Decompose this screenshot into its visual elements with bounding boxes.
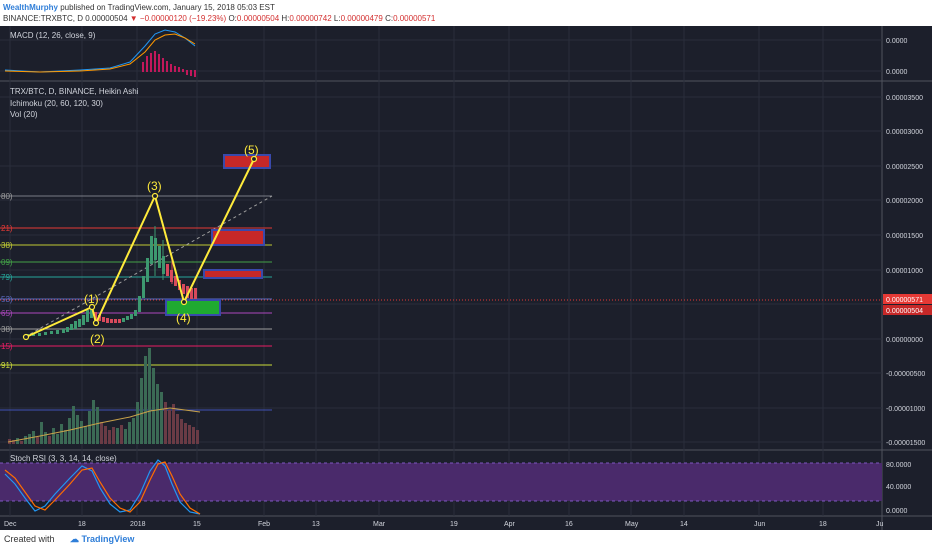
low-value: 0.00000479 bbox=[340, 14, 383, 23]
fib-label: 15) bbox=[1, 342, 13, 351]
fib-label: 38) bbox=[1, 241, 13, 250]
price-axis: 0.0000 0.0000 0.00003500 0.00003000 0.00… bbox=[886, 38, 925, 515]
macd-axis-label: 0.0000 bbox=[886, 38, 908, 45]
fib-label: 38) bbox=[1, 325, 13, 334]
price-tag-open-text: 0.00000504 bbox=[886, 308, 923, 315]
cloud-icon: ☁ bbox=[70, 534, 79, 544]
price-axis-label: -0.00000500 bbox=[886, 371, 925, 378]
published-text: published on TradingView.com, January 15… bbox=[60, 3, 275, 12]
fib-label: 79) bbox=[1, 273, 13, 282]
vertical-grid bbox=[9, 26, 824, 516]
high-label: H: bbox=[281, 14, 290, 23]
stoch-band bbox=[0, 463, 882, 501]
time-label: 2018 bbox=[130, 521, 146, 528]
time-axis: Dec 18 2018 15 Feb 13 Mar 19 Apr 16 May … bbox=[4, 521, 884, 528]
ohlc-line: BINANCE:TRXBTC, D 0.00000504 ▼ −0.000001… bbox=[3, 13, 435, 24]
price-axis-label: -0.00001500 bbox=[886, 440, 925, 447]
time-label: May bbox=[625, 521, 639, 528]
wave-points bbox=[22, 155, 258, 341]
wave-labels: (1) (2) (3) (4) (5) bbox=[84, 143, 259, 346]
brand-label: TradingView bbox=[81, 534, 135, 544]
time-label: 18 bbox=[819, 521, 827, 528]
open-value: 0.00000504 bbox=[85, 14, 128, 23]
price-axis-label: 0.00001000 bbox=[886, 268, 923, 275]
close-label: C: bbox=[385, 14, 394, 23]
stoch-k-line bbox=[4, 459, 201, 515]
time-label: Ju bbox=[876, 521, 884, 528]
target-box-lower bbox=[203, 269, 263, 279]
chart-area[interactable]: 80) 21) 38) 09) 79) 53) 65) 38) 15) 91) bbox=[0, 26, 932, 530]
time-label: 19 bbox=[450, 521, 458, 528]
chart-background bbox=[0, 26, 932, 530]
price-axis-label: 0.00002500 bbox=[886, 164, 923, 171]
price-axis-label: -0.00001000 bbox=[886, 406, 925, 413]
price-axis-label: 0.00001500 bbox=[886, 233, 923, 240]
price-axis-label: 0.00002000 bbox=[886, 198, 923, 205]
chart-header: WealthMurphy published on TradingView.co… bbox=[0, 0, 932, 26]
fib-label: 80) bbox=[1, 192, 13, 201]
fib-label: 09) bbox=[1, 258, 13, 267]
wave-label-3: (3) bbox=[147, 179, 162, 193]
fib-label: 65) bbox=[1, 309, 13, 318]
created-with-label: Created with bbox=[4, 534, 55, 544]
time-label: 13 bbox=[312, 521, 320, 528]
wave-label-2: (2) bbox=[90, 332, 105, 346]
time-label: Jun bbox=[754, 521, 765, 528]
elliott-wave-line bbox=[25, 158, 255, 338]
price-axis-label: 0.00000000 bbox=[886, 337, 923, 344]
close-value: 0.00000571 bbox=[393, 14, 436, 23]
price-tag-last-text: 0.00000571 bbox=[886, 297, 923, 304]
macd-label: MACD (12, 26, close, 9) bbox=[10, 31, 96, 40]
time-label: 16 bbox=[565, 521, 573, 528]
fib-label: 21) bbox=[1, 224, 13, 233]
fib-label: 91) bbox=[1, 361, 13, 370]
price-tag-last bbox=[883, 294, 932, 304]
time-label: Dec bbox=[4, 521, 17, 528]
wave-label-1: (1) bbox=[84, 292, 99, 306]
stoch-d-line bbox=[4, 461, 201, 515]
symbol-label: BINANCE:TRXBTC, D bbox=[3, 14, 84, 23]
stoch-axis-label: 80.0000 bbox=[886, 462, 911, 469]
price-tag-open bbox=[883, 305, 932, 315]
footer: Created with ☁ TradingView bbox=[0, 530, 932, 550]
price-axis-label: 0.00003000 bbox=[886, 129, 923, 136]
tradingview-logo-link[interactable]: ☁ TradingView bbox=[70, 534, 134, 545]
main-label-volume: Vol (20) bbox=[10, 110, 38, 119]
main-label-symbol: TRX/BTC, D, BINANCE, Heikin Ashi bbox=[10, 87, 139, 96]
macd-pane bbox=[4, 29, 196, 77]
publish-line: WealthMurphy published on TradingView.co… bbox=[3, 2, 275, 13]
heikin-ashi-candles bbox=[26, 226, 197, 337]
support-box bbox=[165, 299, 221, 316]
volume-bars bbox=[7, 348, 201, 444]
chart-svg[interactable]: 80) 21) 38) 09) 79) 53) 65) 38) 15) 91) bbox=[0, 26, 932, 530]
low-label: L: bbox=[333, 14, 341, 23]
wave-label-5: (5) bbox=[244, 143, 259, 157]
wave-label-4: (4) bbox=[176, 311, 191, 325]
time-label: Apr bbox=[504, 521, 516, 528]
time-label: 14 bbox=[680, 521, 688, 528]
stoch-axis-label: 40.0000 bbox=[886, 484, 911, 491]
author-link[interactable]: WealthMurphy bbox=[3, 3, 58, 12]
main-label-ichimoku: Ichimoku (20, 60, 120, 30) bbox=[10, 99, 103, 108]
time-label: 18 bbox=[78, 521, 86, 528]
down-arrow-icon: ▼ bbox=[129, 14, 138, 23]
stoch-label: Stoch RSI (3, 3, 14, 14, close) bbox=[10, 454, 117, 463]
high-value: 0.00000742 bbox=[289, 14, 332, 23]
time-label: Feb bbox=[258, 521, 270, 528]
open-field: 0.00000504 bbox=[236, 14, 280, 23]
stoch-axis-label: 0.0000 bbox=[886, 508, 908, 515]
price-axis-label: 0.00003500 bbox=[886, 95, 923, 102]
open-label: O: bbox=[228, 14, 237, 23]
macd-axis-label: 0.0000 bbox=[886, 69, 908, 76]
target-box-upper bbox=[211, 229, 265, 246]
target-box-wave5 bbox=[223, 154, 271, 169]
change-value: −0.00000120 (−19.23%) bbox=[139, 14, 227, 23]
time-label: Mar bbox=[373, 521, 386, 528]
time-label: 15 bbox=[193, 521, 201, 528]
